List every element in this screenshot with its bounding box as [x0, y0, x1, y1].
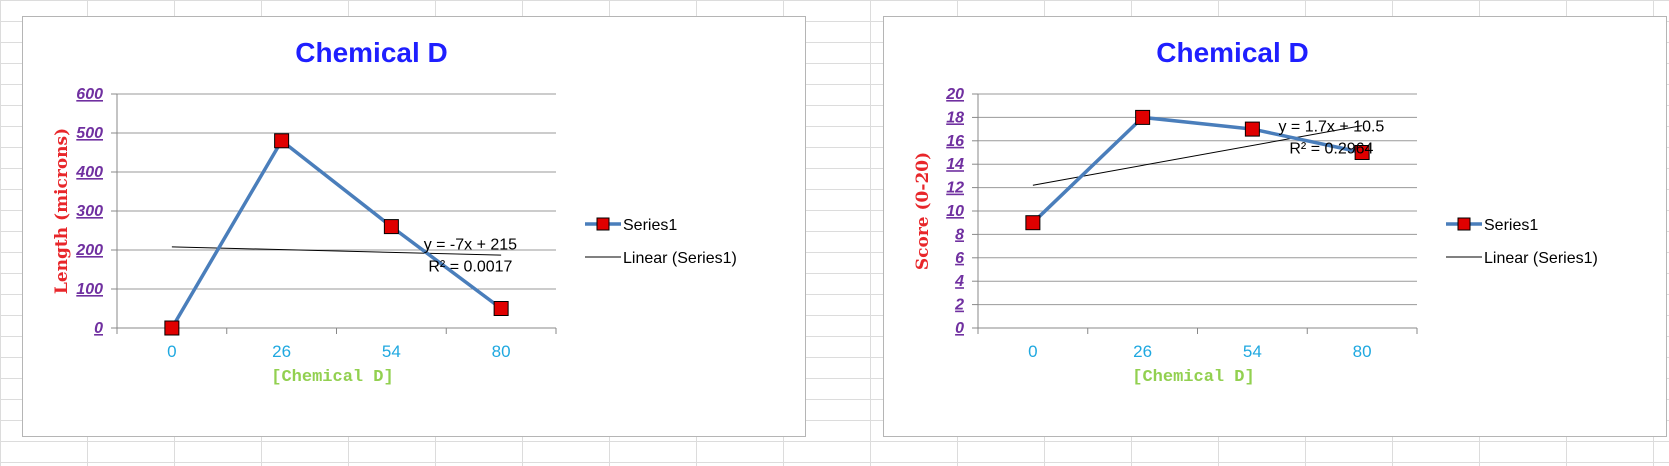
data-point	[1244, 121, 1260, 137]
y-tick-label: 500	[76, 125, 103, 142]
x-tick-label: 80	[1353, 342, 1372, 361]
legend-trendline-label: Linear (Series1)	[623, 250, 737, 267]
x-tick-label: 80	[492, 342, 511, 361]
chart-panel-length: Chemical D 0 100 200 300 400 500 600 0 26 54 80 [Che…	[22, 16, 806, 437]
trendline	[1032, 125, 1363, 186]
trendline-r2: R² = 0.2964	[1289, 141, 1373, 158]
y-axis-label: Length (microns)	[52, 128, 72, 294]
y-tick-label: 600	[76, 86, 103, 103]
trendline-equation: y = 1.7x + 10.5	[1278, 119, 1384, 136]
chart-panel-score: Chemical D 0 2 4 6 8 10 12 14 16 18 20 0 26 54 80 [Chemi…	[883, 16, 1667, 437]
y-tick-label: 6	[955, 250, 964, 267]
y-tick-label: 400	[75, 164, 103, 181]
legend-trendline-label: Linear (Series1)	[1484, 250, 1598, 267]
data-point	[1135, 109, 1151, 125]
y-tick-label: 20	[945, 86, 964, 103]
series-line	[1031, 115, 1363, 224]
legend-series-label: Series1	[1484, 217, 1538, 234]
series-line	[170, 139, 503, 329]
y-tick-label: 300	[76, 203, 103, 220]
x-tick-label: 54	[1243, 342, 1262, 361]
x-tick-label: 0	[1028, 342, 1037, 361]
data-point	[493, 301, 509, 316]
y-tick-label: 16	[946, 133, 964, 150]
trendline-equation: y = -7x + 215	[424, 237, 517, 254]
data-point	[274, 133, 290, 149]
trendline-r2: R² = 0.0017	[428, 259, 512, 276]
y-tick-label: 0	[94, 320, 103, 337]
y-tick-label: 100	[76, 281, 103, 298]
y-tick-label: 200	[75, 242, 103, 259]
y-tick-label: 14	[946, 156, 964, 173]
data-point	[1354, 145, 1370, 160]
legend-series-marker	[1457, 217, 1471, 231]
x-tick-label: 54	[382, 342, 401, 361]
y-axis-label: Score (0-20)	[913, 152, 933, 270]
data-point	[164, 320, 180, 336]
data-point	[1025, 215, 1041, 231]
x-tick-label: 0	[167, 342, 176, 361]
data-point	[383, 219, 399, 235]
y-tick-label: 4	[954, 273, 964, 290]
legend-series-label: Series1	[623, 217, 677, 234]
y-tick-label: 8	[955, 226, 964, 243]
y-tick-label: 18	[946, 109, 964, 126]
x-tick-label: 26	[272, 342, 291, 361]
trendline	[171, 246, 502, 256]
y-tick-label: 0	[955, 320, 964, 337]
chart-title: Chemical D	[295, 37, 448, 68]
legend-series-marker	[596, 217, 610, 231]
x-tick-label: 26	[1133, 342, 1152, 361]
x-axis-label: [Chemical D]	[1132, 368, 1254, 387]
y-tick-label: 2	[954, 297, 964, 314]
chart-title: Chemical D	[1156, 37, 1309, 68]
y-tick-label: 12	[946, 180, 964, 197]
y-tick-label: 10	[946, 203, 964, 220]
chart-score: Chemical D 0 2 4 6 8 10 12 14 16 18 20 0 26 54 80 [Chemi…	[913, 37, 1598, 387]
chart-length: Chemical D 0 100 200 300 400 500 600 0 26 54 80 [Che…	[52, 37, 737, 387]
x-axis-label: [Chemical D]	[271, 368, 393, 387]
